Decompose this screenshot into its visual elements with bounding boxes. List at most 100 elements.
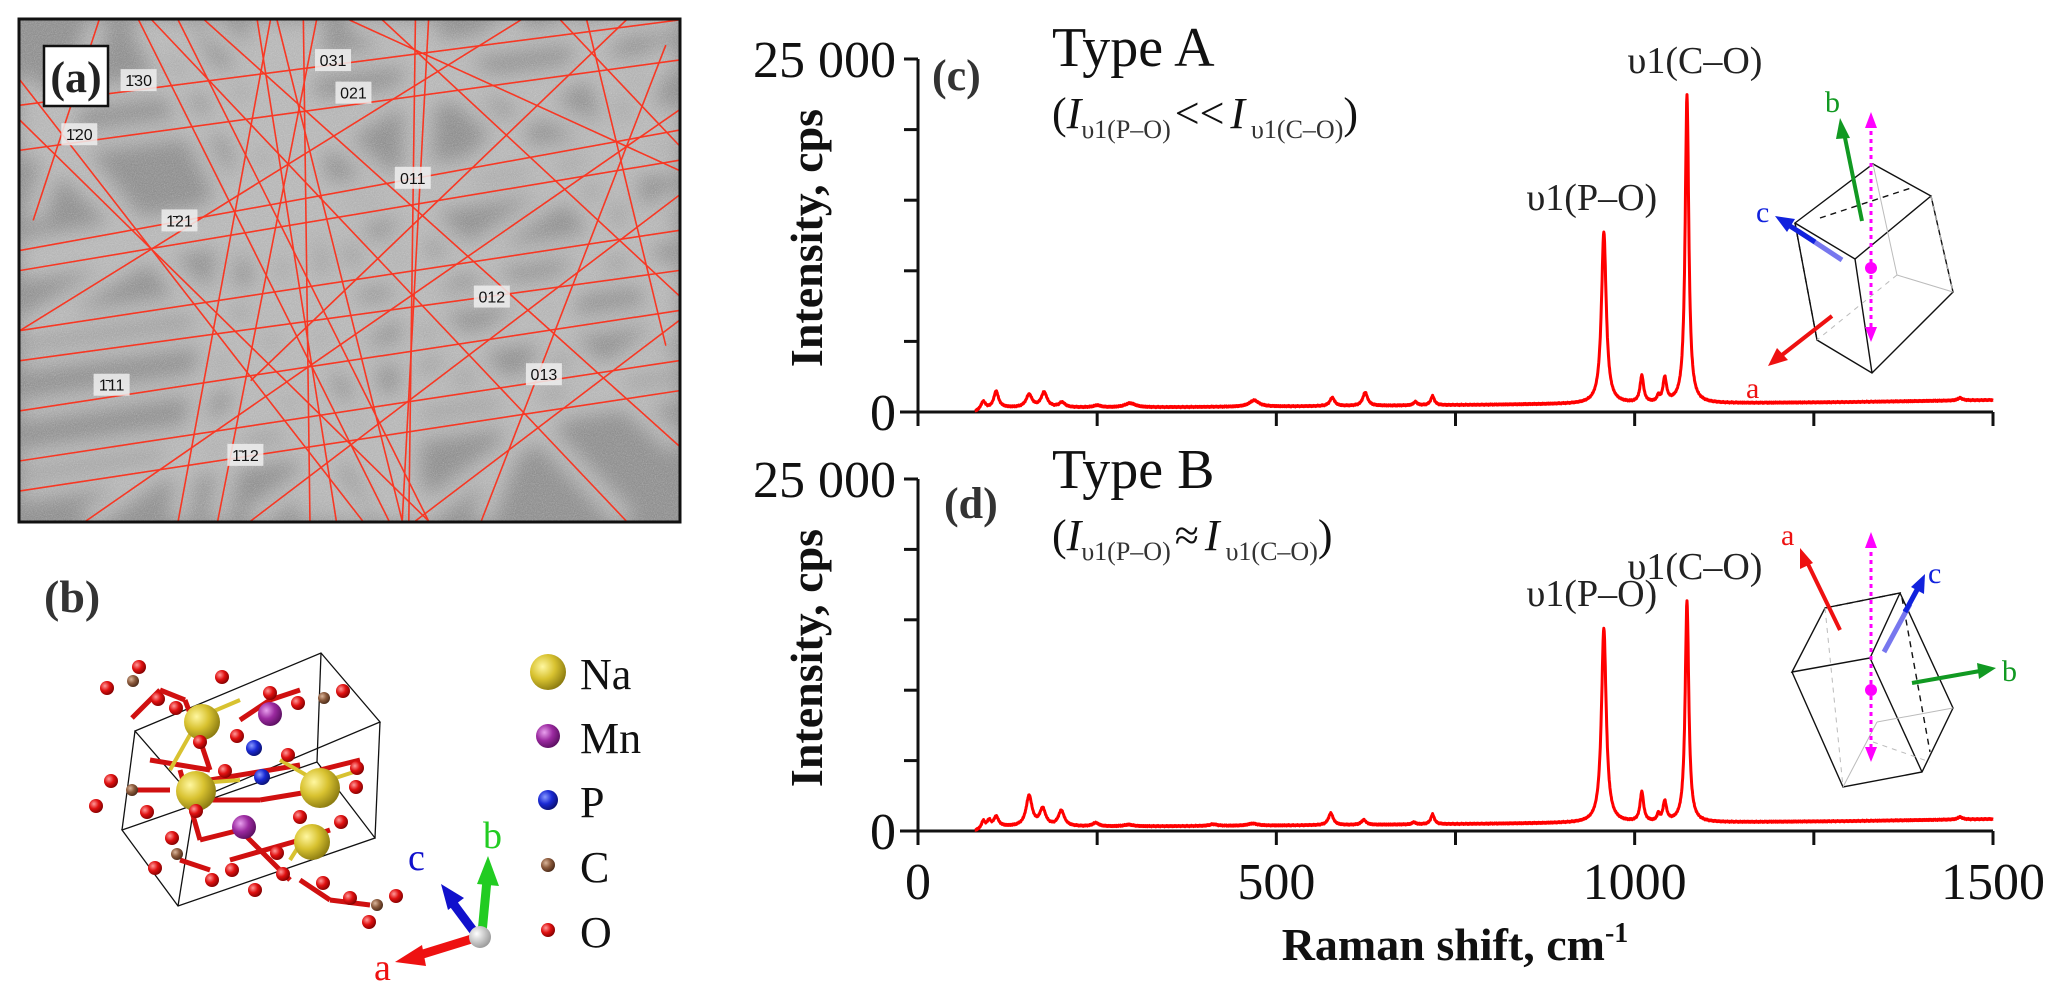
zone-axis-label-bg xyxy=(120,69,157,92)
bond xyxy=(179,857,211,873)
atom-p xyxy=(254,769,270,785)
bond xyxy=(298,877,332,903)
atom-o xyxy=(193,735,207,749)
kikuchi-band-line xyxy=(20,129,679,252)
legend-c-swatch xyxy=(541,858,555,872)
panel-c-y-axis-title: Intensity, cps xyxy=(781,109,832,367)
atom-o xyxy=(334,815,348,829)
atom-o xyxy=(205,873,219,887)
atom-o xyxy=(151,692,165,706)
y-tick-label: 25 000 xyxy=(753,32,896,89)
atom-c xyxy=(371,899,383,911)
kikuchi-band-line xyxy=(480,44,667,521)
peak-annotation: υ1(P–O) xyxy=(1526,573,1657,615)
zone-axis-label-bg xyxy=(61,123,98,146)
x-tick-label: 1000 xyxy=(1583,854,1687,911)
panel-b-crystal-structure: (b) a b c Na Mn P xyxy=(44,571,641,989)
kikuchi-band-line xyxy=(20,119,430,521)
panel-d-y-axis-title: Intensity, cps xyxy=(781,529,832,787)
kikuchi-band-line xyxy=(20,269,679,362)
kikuchi-band-line xyxy=(85,109,679,521)
kikuchi-band-line xyxy=(381,20,679,297)
atom-o xyxy=(281,748,295,762)
zone-axis-label: 1̄20 xyxy=(66,127,93,144)
kikuchi-bands xyxy=(20,20,679,521)
atom-o xyxy=(248,883,262,897)
kikuchi-band-line xyxy=(408,20,417,521)
axis-a-label: a xyxy=(374,947,391,989)
atom-o xyxy=(169,701,183,715)
panel-d-title: Type B xyxy=(1052,439,1215,501)
axis-origin xyxy=(469,926,491,948)
kikuchi-band-line xyxy=(20,229,679,332)
x-axis-title: Raman shift, cm-1 xyxy=(1282,918,1629,970)
atom-o xyxy=(336,684,350,698)
atom-c xyxy=(318,692,330,704)
x-tick-labels: 0 500 1000 1500 xyxy=(905,854,2045,911)
panel-c-crystal-orientation-inset: b c a xyxy=(1746,86,1954,405)
kikuchi-band-line xyxy=(20,20,522,332)
atom-na xyxy=(184,704,220,740)
unit-cell-box xyxy=(120,652,382,907)
atom-o xyxy=(132,660,146,674)
inset-d-b-label: b xyxy=(2002,655,2017,688)
zone-axis-label: 031 xyxy=(320,53,347,70)
legend-na-label: Na xyxy=(580,650,631,699)
kikuchi-band-line xyxy=(216,20,318,521)
kikuchi-band-line xyxy=(302,20,311,521)
inset-c-a-label: a xyxy=(1746,372,1759,405)
atom-o xyxy=(263,686,277,700)
axis-b-label: b xyxy=(483,815,502,857)
atom-o xyxy=(230,729,244,743)
atom-c xyxy=(171,848,183,860)
legend-p-swatch xyxy=(538,790,558,810)
raman-spectrum-line xyxy=(974,93,1995,413)
element-legend: Na Mn P C O xyxy=(530,650,641,957)
atom-o xyxy=(293,810,307,824)
panel-d-crystal-orientation-inset: a c b xyxy=(1781,519,2017,788)
kikuchi-band-line xyxy=(20,309,679,412)
kikuchi-band-line xyxy=(177,20,430,521)
panel-c-title: Type A xyxy=(1052,17,1215,79)
atom-o xyxy=(104,774,118,788)
x-tick-label: 0 xyxy=(905,854,931,911)
atom-o xyxy=(350,761,364,775)
raman-spectrum-line xyxy=(974,599,1995,832)
panel-b-label: (b) xyxy=(44,571,100,622)
zone-axis-label: 013 xyxy=(531,367,558,384)
kikuchi-band-line xyxy=(203,20,679,447)
panel-a-label: (a) xyxy=(50,53,101,102)
kikuchi-band-line xyxy=(256,20,338,521)
kikuchi-band-line xyxy=(20,79,364,521)
peak-annotation: υ1(C–O) xyxy=(1628,546,1763,588)
atom-na xyxy=(176,771,216,811)
zone-axis-label-bg xyxy=(161,209,198,232)
atom-o xyxy=(218,764,232,778)
kikuchi-band-line xyxy=(585,20,667,346)
kikuchi-band-line xyxy=(250,194,679,521)
zone-axis-label: 1̄30 xyxy=(125,73,152,90)
bond xyxy=(269,687,301,703)
y-tick-label: 0 xyxy=(870,804,896,861)
atom-o xyxy=(165,831,179,845)
legend-na-swatch xyxy=(530,654,566,690)
kikuchi-band-line xyxy=(137,20,390,521)
atom-mn xyxy=(232,815,256,839)
kikuchi-band-line xyxy=(349,20,679,172)
atom-o xyxy=(215,670,229,684)
kikuchi-band-line xyxy=(250,20,627,382)
atom-o xyxy=(276,867,290,881)
atom-o xyxy=(148,861,162,875)
axis-c-label: c xyxy=(408,837,425,879)
atom-o xyxy=(362,915,376,929)
atom-o xyxy=(225,863,239,877)
inset-d-a-label: a xyxy=(1781,519,1794,552)
atom-c xyxy=(127,675,139,687)
panel-a-label-box: (a) xyxy=(42,44,110,108)
zone-axis-label: 1̄11 xyxy=(99,378,125,395)
inset-d-c-label: c xyxy=(1928,557,1941,590)
atom-na xyxy=(300,768,340,808)
